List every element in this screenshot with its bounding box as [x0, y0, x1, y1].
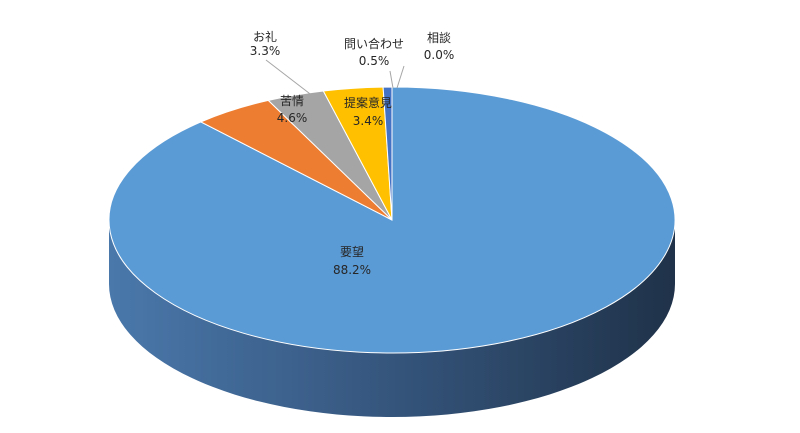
slice-value-toiawase: 0.5%	[359, 54, 390, 68]
slice-label-orei: お礼	[253, 29, 277, 44]
leader-line-orei	[265, 59, 319, 101]
slice-value-youbou: 88.2%	[333, 263, 371, 277]
leader-line-toiawase	[389, 70, 394, 89]
slice-label-toiawase: 問い合わせ	[344, 36, 404, 51]
slice-label-youbou: 要望	[340, 245, 364, 259]
slice-value-orei: 3.3%	[250, 44, 281, 58]
leader-line-soudan	[396, 65, 405, 89]
slice-value-kujou: 4.6%	[277, 111, 308, 125]
pie-slice-youbou	[108, 86, 676, 354]
slice-label-teian: 提案意見	[344, 95, 392, 110]
slice-value-teian: 3.4%	[353, 114, 384, 128]
slice-value-soudan: 0.0%	[424, 48, 455, 62]
slice-label-kujou: 苦情	[280, 94, 304, 108]
slice-label-soudan: 相談	[427, 30, 451, 45]
pie-side-wall	[109, 220, 675, 417]
